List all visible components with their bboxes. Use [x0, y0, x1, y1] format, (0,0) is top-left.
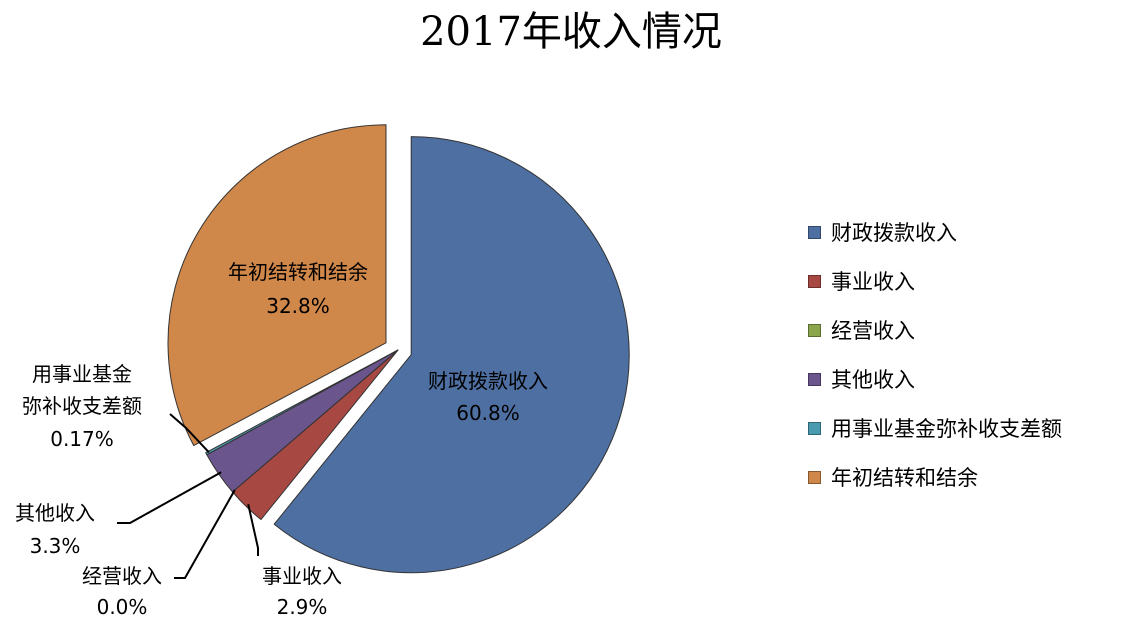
legend: 财政拨款收入 事业收入经营收入其他收入用事业基金弥补收支差额 年初结转和结余 — [808, 208, 1062, 502]
slice-2-leader-line — [247, 504, 259, 556]
legend-item-1: 财政拨款收入 — [808, 208, 1062, 257]
slice-4-label-name: 其他收入 — [15, 501, 95, 525]
slice-3-label-value: 0.0% — [97, 595, 148, 619]
legend-item-6: 年初结转和结余 — [808, 453, 1062, 502]
slice-5-label-name: 弥补收支差额 — [22, 394, 142, 418]
chart-title: 2017年收入情况 — [420, 9, 722, 55]
legend-swatch — [808, 471, 821, 484]
slice-2-label-value: 2.9% — [277, 595, 328, 619]
slice-5 — [205, 349, 399, 456]
legend-item-4: 其他收入 — [808, 355, 1062, 404]
slice-6-label-value: 32.8% — [266, 294, 330, 318]
legend-swatch — [808, 226, 821, 239]
legend-swatch — [808, 275, 821, 288]
legend-label: 年初结转和结余 — [831, 465, 978, 490]
slice-3-label-name: 经营收入 — [82, 564, 162, 588]
legend-swatch — [808, 324, 821, 337]
slice-1-label-name: 财政拨款收入 — [428, 369, 548, 393]
legend-label: 用事业基金弥补收支差额 — [831, 416, 1062, 441]
legend-label: 经营收入 — [831, 318, 915, 343]
slice-5-label-name: 用事业基金 — [32, 362, 132, 386]
slice-1 — [273, 136, 630, 574]
slice-3-leader-line — [174, 489, 236, 579]
legend-item-2: 事业收入 — [808, 257, 1062, 306]
legend-item-3: 经营收入 — [808, 306, 1062, 355]
legend-label: 事业收入 — [831, 269, 915, 294]
slice-1-label-value: 60.8% — [456, 401, 520, 425]
slice-2-label-name: 事业收入 — [262, 564, 342, 588]
slice-4-leader-line — [117, 471, 222, 524]
slice-5-label-value: 0.17% — [50, 427, 114, 451]
legend-label: 财政拨款收入 — [831, 220, 957, 245]
slice-6 — [167, 124, 387, 447]
legend-item-5: 用事业基金弥补收支差额 — [808, 404, 1062, 453]
legend-swatch — [808, 373, 821, 386]
slice-5-leader-line — [169, 413, 210, 454]
slice-6-label-name: 年初结转和结余 — [228, 260, 368, 284]
legend-swatch — [808, 422, 821, 435]
slice-4-label-value: 3.3% — [30, 534, 81, 558]
legend-label: 其他收入 — [831, 367, 915, 392]
